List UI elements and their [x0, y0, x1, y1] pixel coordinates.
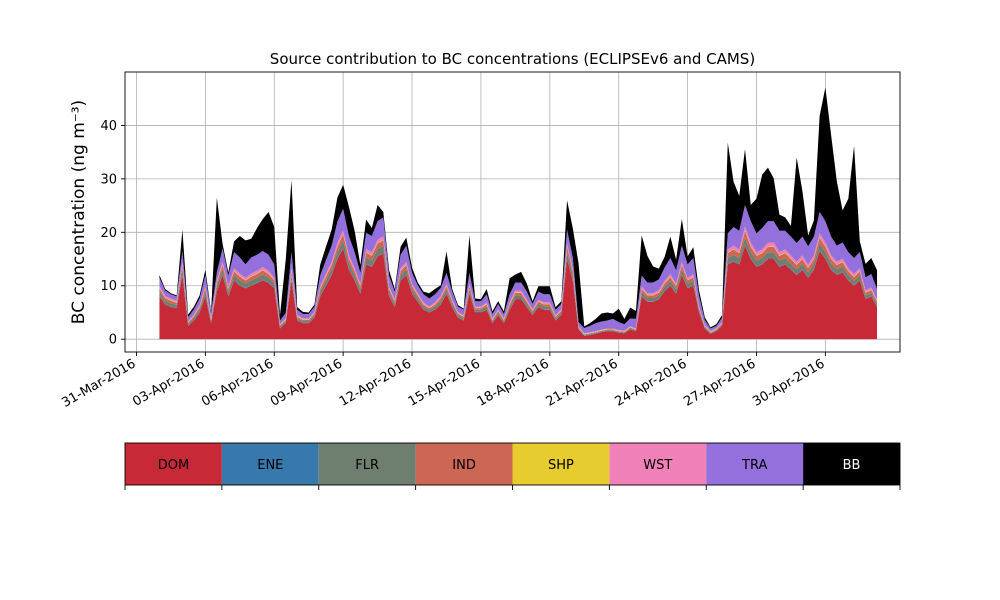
- x-tick-label: 27-Apr-2016: [681, 356, 758, 409]
- series-area-tra: [159, 205, 878, 334]
- y-tick-label: 0: [109, 333, 117, 348]
- plot-area: 0 10 20 30 40 31-Mar-201603-Apr-201606-Apr-20…: [59, 71, 901, 411]
- x-tick-label: 03-Apr-2016: [130, 356, 207, 409]
- legend-label-ind: IND: [452, 458, 476, 473]
- series-area-bb: [159, 87, 878, 329]
- axes-frame: [124, 71, 901, 353]
- legend-swatch-dom: [125, 443, 222, 485]
- y-tick-label: 40: [100, 119, 117, 134]
- x-tick-label: 24-Apr-2016: [612, 356, 689, 409]
- legend-swatch-flr: [318, 443, 416, 485]
- legend-label-wst: WST: [643, 458, 672, 473]
- legend-label-flr: FLR: [355, 458, 379, 473]
- y-tick-label: 20: [100, 226, 117, 241]
- x-tick-label: 31-Mar-2016: [59, 356, 138, 410]
- legend-label-shp: SHP: [548, 458, 574, 473]
- x-tick-label: 21-Apr-2016: [544, 356, 621, 409]
- legend-swatch-tra: [706, 443, 804, 485]
- legend-label-tra: TRA: [741, 458, 767, 473]
- y-tick-label: 30: [100, 172, 117, 187]
- x-tick-label: 06-Apr-2016: [199, 356, 276, 409]
- legend-swatch-wst: [609, 443, 707, 485]
- legend-label-bb: BB: [843, 458, 861, 473]
- y-axis-label: BC concentration (ng m⁻³): [69, 100, 89, 324]
- legend-swatch-ind: [415, 443, 513, 485]
- x-tick-label: 12-Apr-2016: [337, 356, 414, 409]
- series-area-dom: [159, 245, 878, 340]
- colorbar-legend: DOM ENE FLR IND SHP WST TRA BB: [124, 442, 901, 490]
- x-tick-label: 30-Apr-2016: [750, 356, 827, 409]
- legend-swatch-shp: [512, 443, 610, 485]
- chart-title: Source contribution to BC concentrations…: [270, 50, 755, 68]
- legend-swatch-ene: [221, 443, 319, 485]
- legend-label-ene: ENE: [257, 458, 283, 473]
- x-tick-label: 09-Apr-2016: [268, 356, 345, 409]
- y-tick-label: 10: [100, 279, 117, 294]
- x-tick-label: 18-Apr-2016: [475, 356, 552, 409]
- legend-label-dom: DOM: [158, 458, 189, 473]
- x-tick-label: 15-Apr-2016: [406, 356, 483, 409]
- legend-swatch-bb: [803, 443, 900, 485]
